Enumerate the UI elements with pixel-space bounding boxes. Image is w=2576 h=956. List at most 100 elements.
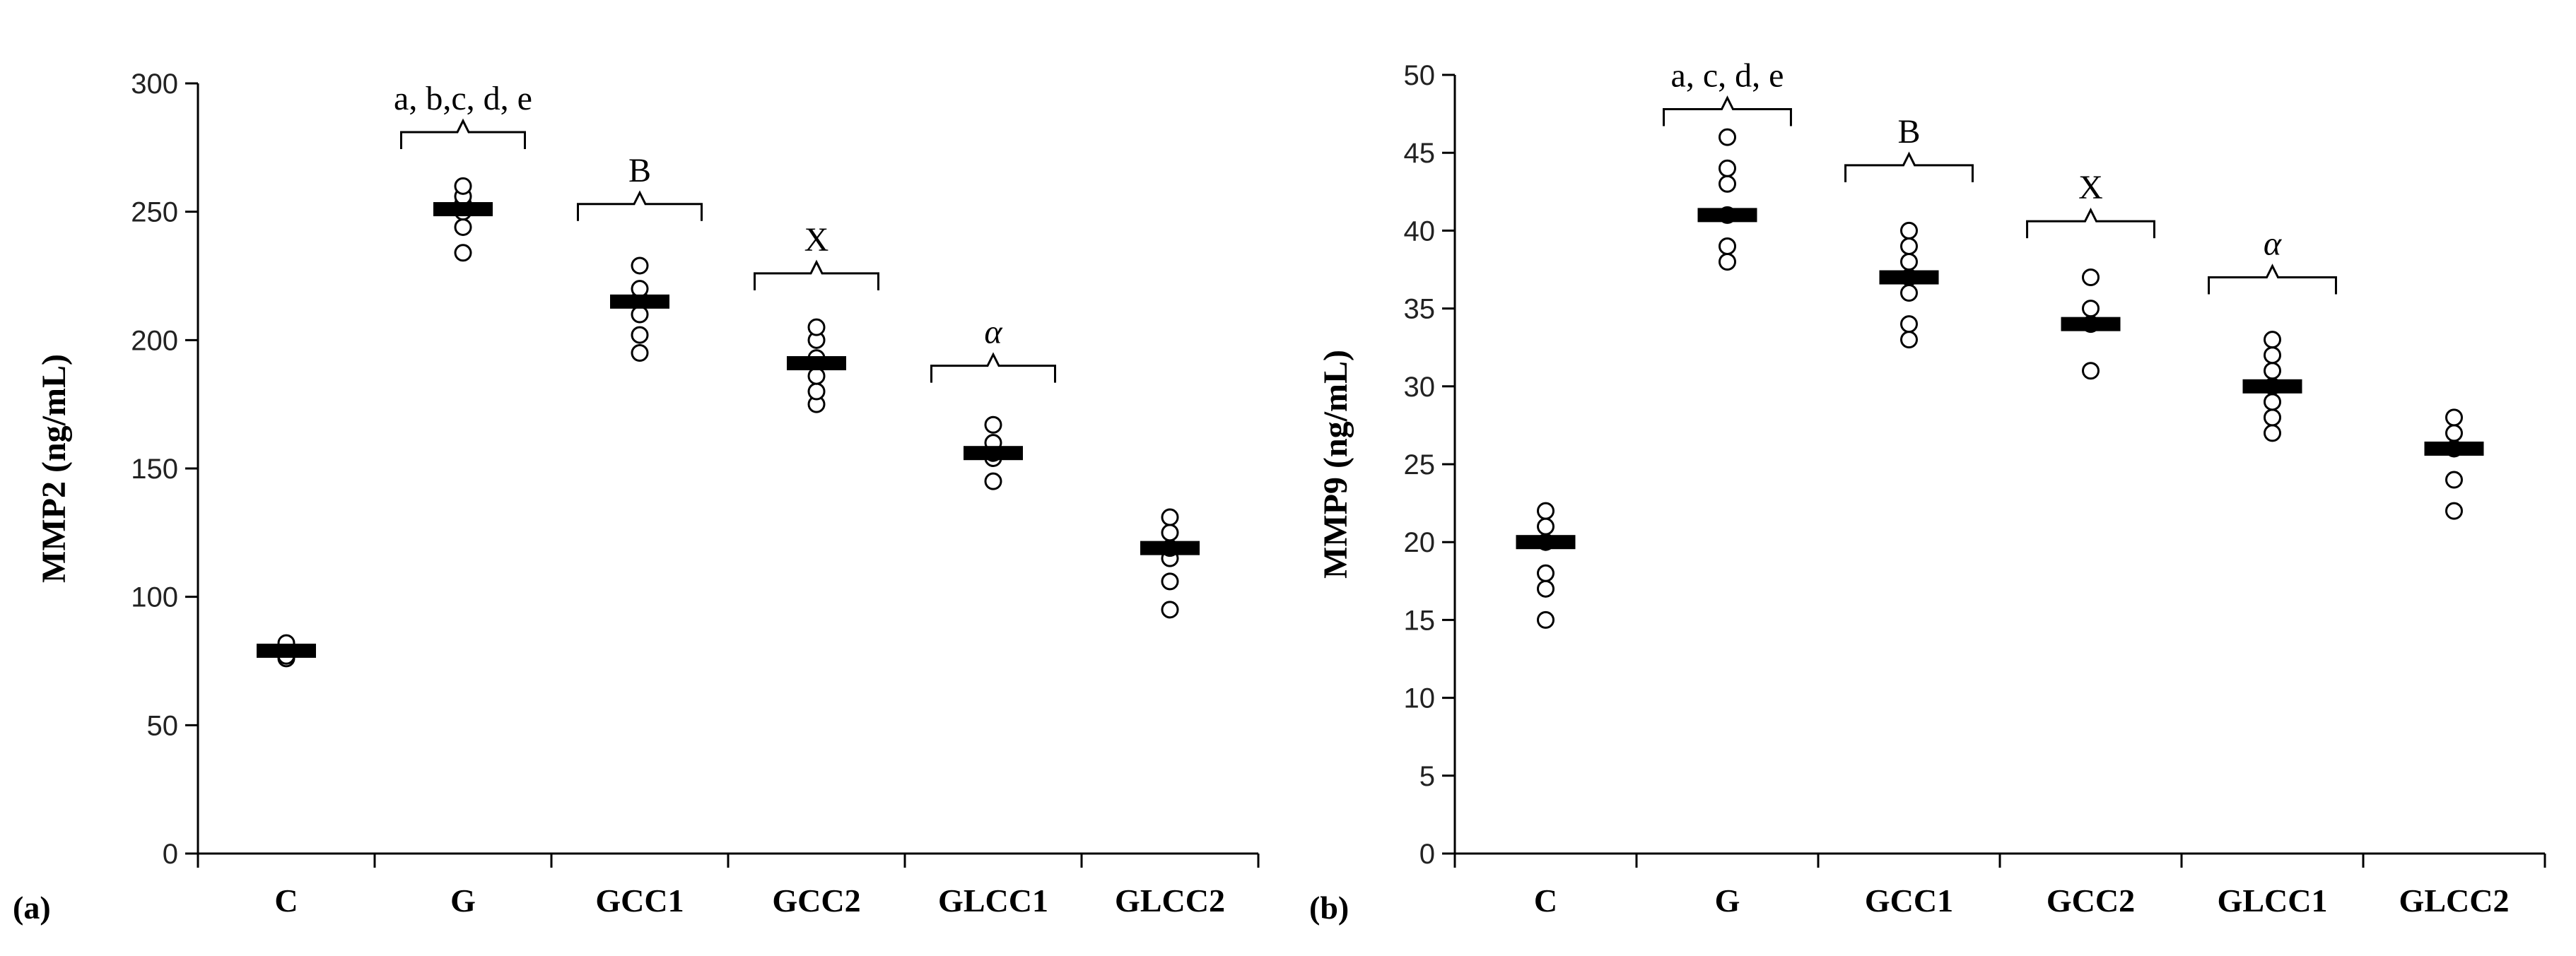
data-point [1900, 331, 1918, 349]
y-tick-label: 50 [1404, 60, 1436, 91]
data-point [2264, 331, 2281, 349]
mean-bar [2061, 317, 2121, 331]
data-point [1161, 601, 1179, 619]
data-point [1900, 315, 1918, 334]
significance-label: a, c, d, e [1671, 57, 1784, 94]
data-point [2082, 300, 2100, 318]
y-axis-title: MMP9 (ng/mL) [1317, 350, 1354, 579]
panel-a: 0 50 100 150 200 250 300 C G GCC1 GCC2 GLCC1 GLCC2 MM… [13, 69, 1260, 926]
y-tick-label: 300 [131, 69, 178, 100]
data-point [2445, 424, 2463, 442]
mean-bar [610, 294, 669, 309]
data-point [2264, 408, 2281, 427]
mean-bar [2424, 441, 2484, 456]
data-point [454, 177, 472, 195]
data-point [631, 280, 649, 298]
y-tick-label: 5 [1419, 761, 1435, 792]
significance-bracket [2208, 264, 2337, 295]
data-point [1161, 508, 1179, 526]
significance-bracket [1844, 151, 1974, 182]
data-point [1719, 159, 1736, 177]
x-category-label: GCC1 [595, 883, 684, 919]
y-tick-label: 200 [131, 325, 178, 356]
significance-label: α [984, 314, 1002, 351]
data-point [984, 415, 1002, 434]
significance-bracket [1663, 95, 1792, 126]
y-tick-label: 250 [131, 197, 178, 228]
panel-label: (b) [1309, 890, 1349, 926]
significance-label: B [1897, 113, 1920, 151]
x-category-label: C [1534, 883, 1557, 919]
y-tick-label: 20 [1404, 527, 1436, 558]
y-tick-label: 0 [163, 839, 178, 870]
y-tick-label: 15 [1404, 605, 1436, 636]
data-point [2445, 408, 2463, 427]
data-point [1719, 128, 1736, 146]
mean-bar [1697, 208, 1757, 223]
y-tick-label: 150 [131, 454, 178, 485]
y-tick-label: 50 [147, 710, 179, 741]
significance-label: a, b,c, d, e [394, 80, 532, 117]
data-point [2445, 502, 2463, 520]
data-point [984, 472, 1002, 490]
data-point [631, 326, 649, 344]
y-tick-label: 30 [1404, 372, 1436, 403]
significance-label: α [2264, 225, 2282, 263]
data-point [1900, 221, 1918, 240]
data-point [807, 382, 826, 401]
x-category-label: G [450, 883, 476, 919]
y-tick-label: 100 [131, 582, 178, 613]
y-tick-label: 25 [1404, 449, 1436, 480]
x-category-label: GLCC1 [938, 883, 1048, 919]
mean-bar [257, 643, 316, 658]
x-category-label: C [274, 883, 298, 919]
x-category-label: GLCC1 [2218, 883, 2328, 919]
significance-bracket [577, 190, 703, 221]
data-point [1537, 579, 1555, 598]
x-category-label: GCC2 [772, 883, 860, 919]
data-point [1719, 237, 1736, 255]
data-point [454, 218, 472, 236]
data-point [1537, 564, 1555, 582]
data-point [2264, 346, 2281, 365]
data-point [2445, 471, 2463, 489]
significance-bracket [930, 352, 1056, 383]
y-tick-label: 40 [1404, 216, 1436, 247]
mean-bar [2242, 379, 2302, 394]
data-point [1900, 252, 1918, 271]
data-point [1537, 610, 1555, 629]
data-point [631, 305, 649, 324]
data-point [1537, 502, 1555, 520]
data-point [2264, 393, 2281, 411]
mean-bar [433, 202, 493, 217]
x-category-label: GLCC2 [1115, 883, 1225, 919]
y-tick-label: 45 [1404, 138, 1436, 169]
significance-label: B [628, 152, 651, 189]
data-point [1900, 284, 1918, 302]
data-point [2082, 362, 2100, 380]
data-point [1719, 252, 1736, 271]
data-point [1161, 572, 1179, 591]
mean-bar [964, 446, 1023, 461]
data-point [1900, 237, 1918, 255]
x-category-label: G [1715, 883, 1740, 919]
significance-bracket [2026, 207, 2155, 239]
y-tick-label: 35 [1404, 294, 1436, 325]
y-tick-label: 0 [1419, 839, 1435, 870]
y-axis-title: MMP2 (ng/mL) [35, 354, 73, 583]
panel-b: 0 5 10 15 20 25 30 35 40 45 50 C G GCC1 GCC2 GLCC1 GLCC2… [1309, 57, 2546, 926]
significance-bracket [400, 118, 526, 150]
data-point [807, 367, 826, 385]
x-category-label: GCC1 [1865, 883, 1953, 919]
data-point [1537, 517, 1555, 536]
data-point [631, 344, 649, 362]
significance-label: X [2078, 169, 2103, 206]
data-point [2264, 362, 2281, 380]
data-point [631, 256, 649, 275]
mean-bar [1516, 535, 1576, 550]
data-point [1719, 175, 1736, 193]
significance-bracket [754, 259, 879, 290]
mean-bar [1879, 270, 1939, 285]
data-point [454, 244, 472, 262]
